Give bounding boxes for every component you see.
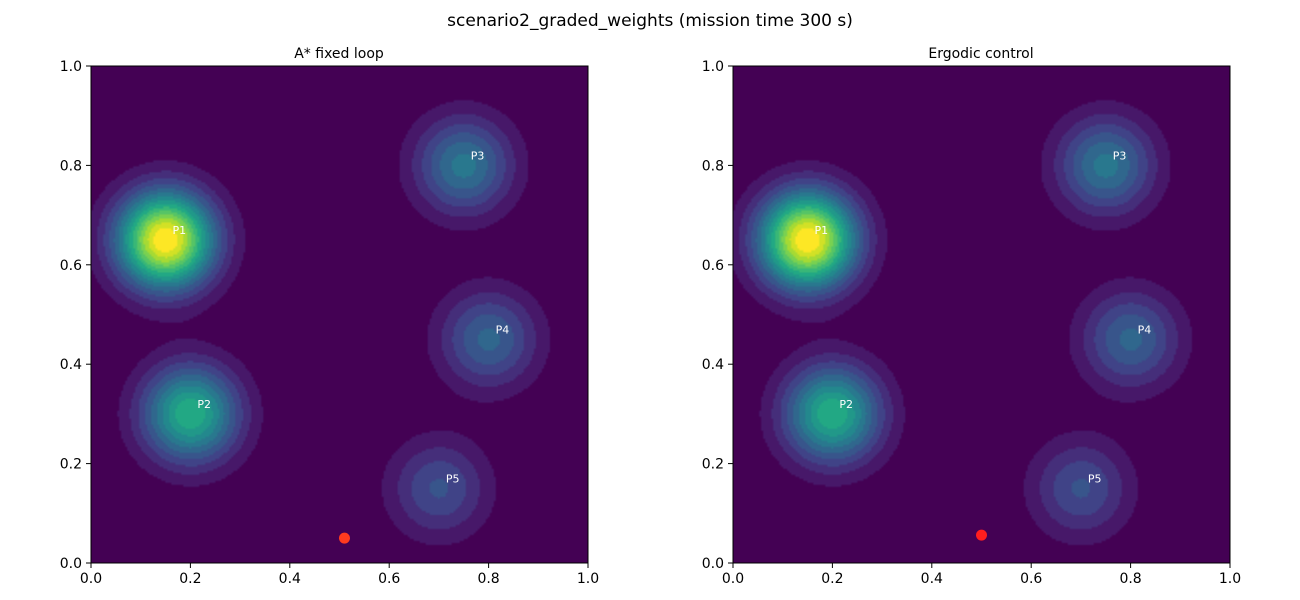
peak-label-p5: P5 [446, 472, 460, 485]
panel-title: Ergodic control [928, 46, 1033, 62]
x-tick-label: 0.8 [1119, 571, 1141, 587]
agent-marker [976, 529, 987, 541]
y-tick-label: 0.4 [702, 357, 724, 373]
x-tick-label: 0.4 [921, 571, 943, 587]
peak-label-p3: P3 [1113, 149, 1127, 162]
peak-label-p4: P4 [496, 323, 510, 336]
y-tick-label: 0.4 [60, 357, 82, 373]
x-tick-label: 0.6 [1020, 571, 1042, 587]
figure-suptitle: scenario2_graded_weights (mission time 3… [447, 11, 853, 31]
density-heatmap [91, 66, 588, 563]
x-tick-label: 0.8 [477, 571, 499, 587]
x-tick-label: 0.0 [722, 571, 744, 587]
y-tick-label: 0.0 [60, 556, 82, 572]
x-axis-ticks: 0.0 0.2 0.4 0.6 0.8 1.0 [80, 563, 599, 587]
peak-label-p2: P2 [839, 398, 853, 411]
x-tick-label: 1.0 [577, 571, 599, 587]
y-tick-label: 0.6 [60, 258, 82, 274]
y-axis-ticks: 0.0 0.2 0.4 0.6 0.8 1.0 [702, 59, 733, 572]
peak-label-p2: P2 [197, 398, 211, 411]
y-tick-label: 0.2 [60, 457, 82, 473]
x-tick-label: 0.2 [821, 571, 843, 587]
peak-labels: P1 P2 P3 P4 P5 [815, 149, 1152, 485]
peak-label-p5: P5 [1088, 472, 1102, 485]
y-tick-label: 1.0 [60, 59, 82, 75]
peak-label-p3: P3 [471, 149, 485, 162]
panel-astar-fixed-loop: A* fixed loop P1 P2 P3 P4 P5 0.0 0.2 0.4 0.6 0.8… [60, 46, 599, 587]
panel-title: A* fixed loop [294, 46, 384, 62]
x-tick-label: 1.0 [1219, 571, 1241, 587]
peak-label-p1: P1 [815, 224, 829, 237]
x-tick-label: 0.0 [80, 571, 102, 587]
peak-labels: P1 P2 P3 P4 P5 [173, 149, 510, 485]
y-tick-label: 0.8 [702, 158, 724, 174]
y-tick-label: 0.2 [702, 457, 724, 473]
agent-marker [338, 532, 350, 544]
density-heatmap [733, 66, 1230, 563]
axes-frame [732, 65, 1231, 564]
y-axis-ticks: 0.0 0.2 0.4 0.6 0.8 1.0 [60, 59, 91, 572]
peak-label-p4: P4 [1138, 323, 1152, 336]
x-tick-label: 0.6 [378, 571, 400, 587]
x-tick-label: 0.4 [279, 571, 301, 587]
axes-frame [90, 65, 589, 564]
y-tick-label: 0.8 [60, 158, 82, 174]
peak-label-p1: P1 [173, 224, 187, 237]
y-tick-label: 0.6 [702, 258, 724, 274]
y-tick-label: 1.0 [702, 59, 724, 75]
x-tick-label: 0.2 [179, 571, 201, 587]
y-tick-label: 0.0 [702, 556, 724, 572]
x-axis-ticks: 0.0 0.2 0.4 0.6 0.8 1.0 [722, 563, 1241, 587]
